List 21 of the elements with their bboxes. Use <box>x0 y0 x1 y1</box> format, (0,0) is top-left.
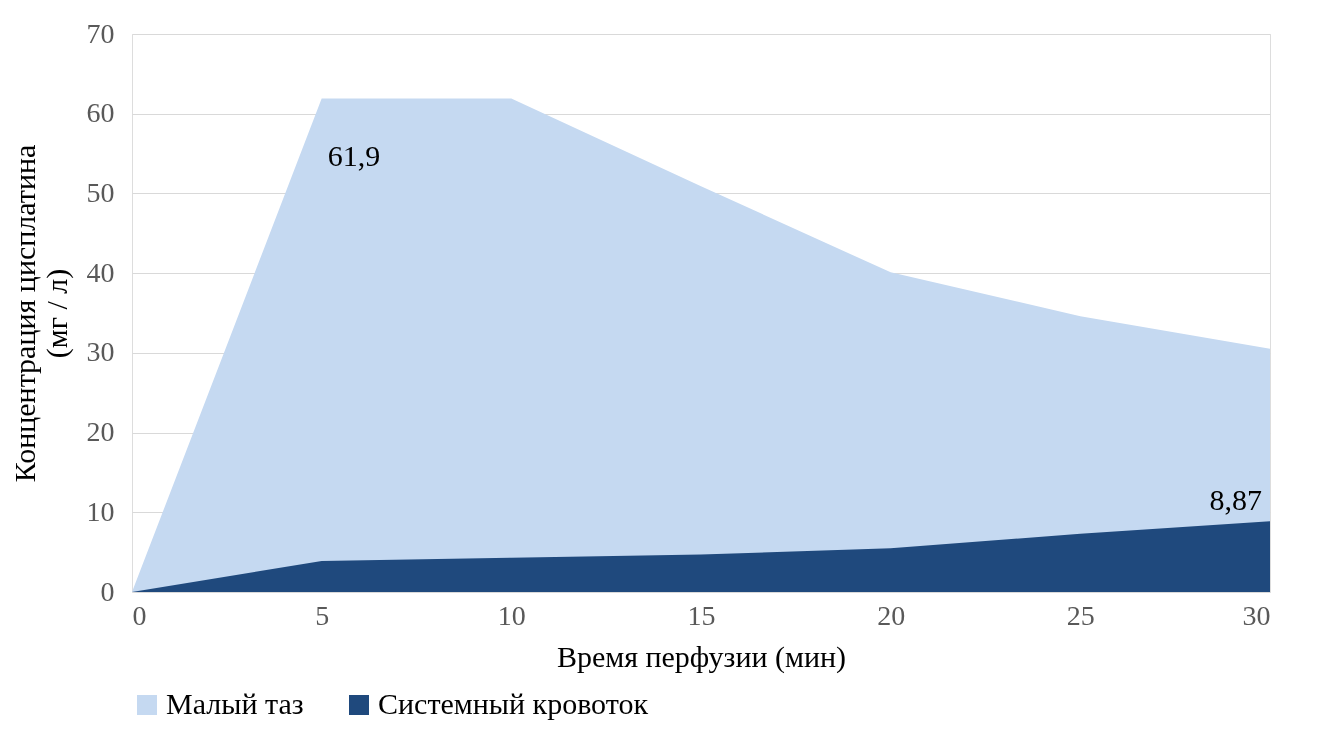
x-tick-label: 5 <box>315 599 330 631</box>
x-tick-label: 25 <box>1066 599 1095 631</box>
legend-label: Малый таз <box>166 687 304 720</box>
y-tick-label: 60 <box>86 97 115 129</box>
x-axis-title: Время перфузии (мин) <box>556 639 847 674</box>
x-tick-label: 30 <box>1242 599 1271 631</box>
x-tick-label: 20 <box>877 599 906 631</box>
y-tick-label: 10 <box>86 495 115 527</box>
y-axis-title: Концентрация цисплатина (мг / л) <box>7 144 74 483</box>
data-label: 61,9 <box>327 138 381 172</box>
y-tick-label: 20 <box>86 416 115 448</box>
y-tick-label: 0 <box>100 575 115 607</box>
x-tick-label: 15 <box>687 599 716 631</box>
y-tick-label: 50 <box>86 176 115 208</box>
x-tick-label: 10 <box>497 599 526 631</box>
y-tick-label: 30 <box>86 336 115 368</box>
legend-label: Системный кровоток <box>378 687 649 720</box>
y-tick-label: 70 <box>86 17 115 49</box>
x-tick-label: 0 <box>132 599 147 631</box>
y-tick-label: 40 <box>86 256 115 288</box>
data-label: 8,87 <box>1209 483 1262 517</box>
